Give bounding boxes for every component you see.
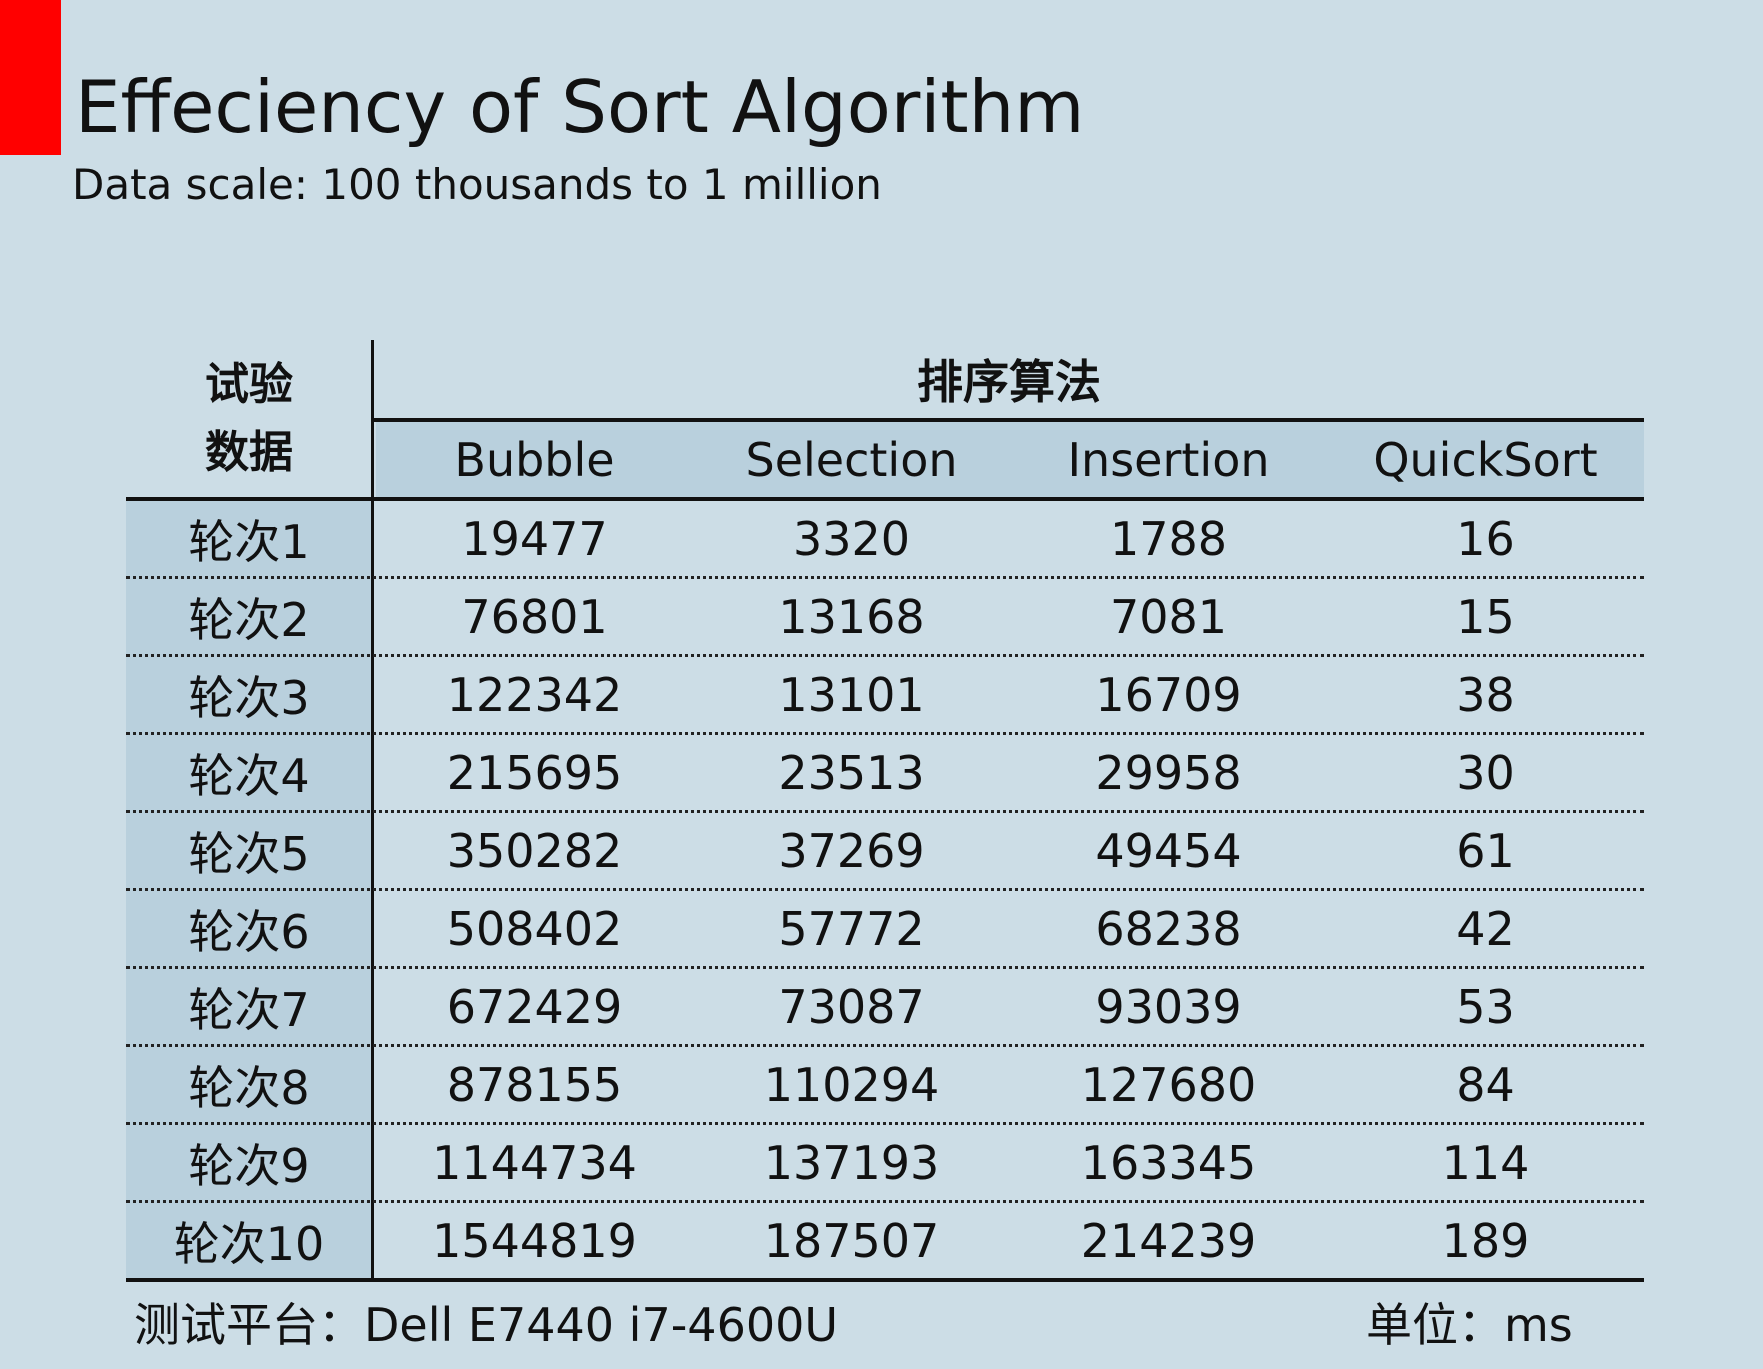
value-cell-insertion: 29958 (1095, 746, 1242, 800)
value-cell-selection: 110294 (763, 1058, 940, 1112)
value-cell-bubble: 19477 (461, 512, 608, 566)
value-cell-selection: 37269 (778, 824, 925, 878)
value-cell-quicksort: 16 (1456, 512, 1515, 566)
value-cell-selection: 13168 (778, 590, 925, 644)
value-cell-insertion: 93039 (1095, 980, 1242, 1034)
column-group-header: 排序算法 (917, 355, 1101, 409)
row-label: 轮次9 (188, 1139, 310, 1193)
row-separator (126, 810, 1644, 813)
value-cell-insertion: 7081 (1109, 590, 1228, 644)
value-cell-selection: 137193 (763, 1136, 940, 1190)
value-cell-insertion: 1788 (1109, 512, 1228, 566)
value-cell-selection: 23513 (778, 746, 925, 800)
value-cell-bubble: 122342 (446, 668, 623, 722)
value-cell-quicksort: 61 (1456, 824, 1515, 878)
value-cell-bubble: 76801 (461, 590, 608, 644)
row-separator (126, 888, 1644, 891)
row-header-label-line1: 试验 (205, 359, 293, 410)
sort-efficiency-table: 试验 数据 排序算法 Bubble Selection Insertion Quick… (126, 340, 1644, 1282)
value-cell-insertion: 68238 (1095, 902, 1242, 956)
row-header-label-line2: 数据 (205, 427, 293, 478)
slide-subtitle: Data scale: 100 thousands to 1 million (72, 160, 882, 209)
value-cell-quicksort: 53 (1456, 980, 1515, 1034)
row-label: 轮次4 (188, 749, 310, 803)
value-cell-bubble: 508402 (446, 902, 623, 956)
test-platform-note: 测试平台：Dell E7440 i7-4600U (134, 1298, 839, 1352)
value-cell-insertion: 163345 (1080, 1136, 1257, 1190)
value-cell-selection: 73087 (778, 980, 925, 1034)
value-cell-insertion: 16709 (1095, 668, 1242, 722)
value-cell-selection: 3320 (792, 512, 911, 566)
value-cell-bubble: 672429 (446, 980, 623, 1034)
value-cell-quicksort: 30 (1456, 746, 1515, 800)
value-cell-bubble: 215695 (446, 746, 623, 800)
value-cell-quicksort: 189 (1441, 1214, 1530, 1268)
row-label: 轮次3 (188, 671, 310, 725)
value-cell-insertion: 214239 (1080, 1214, 1257, 1268)
row-label: 轮次5 (188, 827, 310, 881)
value-cell-bubble: 1544819 (432, 1214, 637, 1268)
value-cell-quicksort: 114 (1441, 1136, 1530, 1190)
slide-title: Effeciency of Sort Algorithm (75, 65, 1085, 149)
row-header-label: 试验 数据 (126, 340, 372, 498)
column-header-selection: Selection (745, 433, 958, 487)
row-separator (126, 966, 1644, 969)
value-cell-insertion: 127680 (1080, 1058, 1257, 1112)
value-cell-quicksort: 38 (1456, 668, 1515, 722)
column-header-quicksort: QuickSort (1373, 433, 1598, 487)
row-label: 轮次8 (188, 1061, 310, 1115)
value-cell-selection: 13101 (778, 668, 925, 722)
column-header-bubble: Bubble (454, 433, 615, 487)
row-label: 轮次6 (188, 905, 310, 959)
group-header-rule (374, 418, 1644, 422)
row-separator (126, 732, 1644, 735)
row-separator (126, 576, 1644, 579)
row-label: 轮次7 (188, 983, 310, 1037)
table-bottom-rule (126, 1278, 1644, 1282)
value-cell-bubble: 350282 (446, 824, 623, 878)
column-header-band (376, 422, 1644, 498)
row-label: 轮次10 (173, 1217, 325, 1271)
value-cell-bubble: 878155 (446, 1058, 623, 1112)
value-cell-bubble: 1144734 (432, 1136, 637, 1190)
header-bottom-rule (126, 497, 1644, 501)
value-cell-quicksort: 84 (1456, 1058, 1515, 1112)
value-cell-selection: 187507 (763, 1214, 940, 1268)
row-separator (126, 1044, 1644, 1047)
value-cell-quicksort: 15 (1456, 590, 1515, 644)
row-separator (126, 1122, 1644, 1125)
row-label: 轮次1 (188, 515, 310, 569)
value-cell-insertion: 49454 (1095, 824, 1242, 878)
unit-note: 单位：ms (1366, 1298, 1573, 1352)
title-accent-bar (0, 0, 61, 155)
column-header-insertion: Insertion (1067, 433, 1270, 487)
value-cell-selection: 57772 (778, 902, 925, 956)
row-label: 轮次2 (188, 593, 310, 647)
row-separator (126, 654, 1644, 657)
value-cell-quicksort: 42 (1456, 902, 1515, 956)
row-separator (126, 1200, 1644, 1203)
